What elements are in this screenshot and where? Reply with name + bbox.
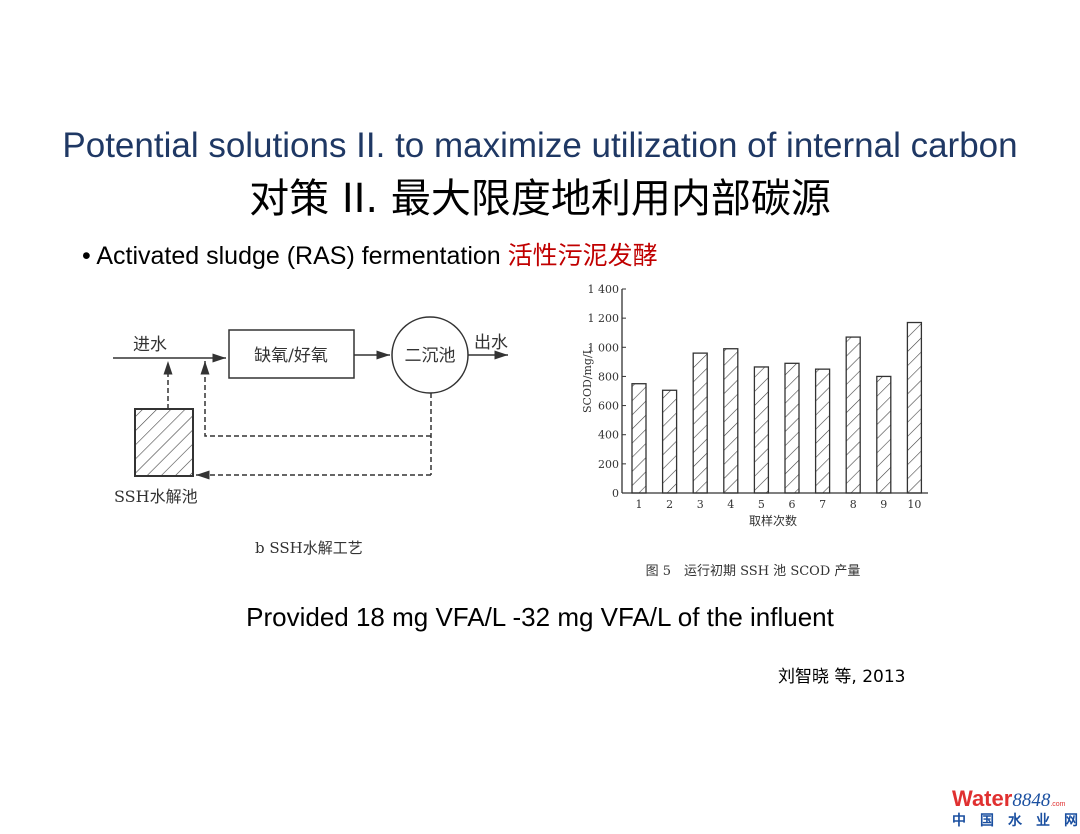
bar-7 — [814, 368, 831, 494]
x-axis-label: 取样次数 — [749, 513, 797, 528]
influent-label: 进水 — [133, 335, 167, 355]
logo-suffix: .com — [1050, 801, 1066, 808]
x-tick-label: 6 — [789, 498, 796, 511]
clarifier-label: 二沉池 — [405, 346, 456, 366]
hydrolysis-tank-label: SSH水解池 — [114, 487, 198, 506]
y-tick-label: 400 — [598, 429, 619, 442]
y-tick-label: 800 — [598, 370, 619, 383]
x-tick-label: 9 — [880, 498, 887, 511]
y-tick-label: 1 400 — [588, 283, 620, 296]
y-tick-label: 600 — [598, 400, 619, 413]
x-tick-label: 5 — [758, 498, 765, 511]
bar-8 — [845, 336, 861, 494]
logo-subtitle: 中国水业网 — [952, 813, 1080, 829]
y-axis-label: SCOD/mg/L — [581, 346, 594, 413]
x-tick-label: 3 — [697, 498, 704, 511]
bar-10 — [906, 321, 923, 494]
y-tick-label: 0 — [612, 487, 619, 500]
y-tick-label: 1 200 — [588, 312, 620, 325]
title-chinese: 对策 II. 最大限度地利用内部碳源 — [249, 176, 831, 222]
bar-5 — [753, 366, 770, 494]
x-tick-label: 1 — [636, 498, 643, 511]
bar-2 — [661, 389, 678, 494]
provided-text: Provided 18 mg VFA/L -32 mg VFA/L of the… — [246, 602, 834, 632]
bar-6 — [784, 362, 800, 494]
x-tick-label: 8 — [850, 498, 857, 511]
effluent-label: 出水 — [474, 333, 508, 353]
logo-number: 8848 — [1012, 790, 1051, 811]
chart-caption: 图 5 运行初期 SSH 池 SCOD 产量 — [646, 564, 861, 579]
logo-word: Water — [952, 786, 1013, 811]
bullet-text-cn: 活性污泥发酵 — [507, 241, 658, 270]
hydrolysis-tank-box — [134, 408, 194, 477]
bar-1 — [631, 383, 647, 494]
x-tick-label: 7 — [819, 498, 826, 511]
x-tick-label: 4 — [727, 498, 734, 511]
x-tick-label: 2 — [666, 498, 673, 511]
bar-4 — [723, 348, 739, 494]
citation: 刘智晓 等, 2013 — [778, 667, 906, 687]
bar-3 — [692, 352, 708, 494]
y-tick-label: 200 — [598, 458, 619, 471]
reactor-label: 缺氧/好氧 — [254, 346, 328, 366]
diagram-caption: b SSH水解工艺 — [255, 539, 363, 557]
bullet-item: • Activated sludge (RAS) fermentation 活性… — [82, 241, 658, 270]
bullet-text-en: Activated sludge (RAS) fermentation — [96, 242, 508, 270]
title-english: Potential solutions II. to maximize util… — [62, 126, 1018, 165]
water8848-logo: Water8848.com 中国水业网 — [952, 786, 1080, 830]
y-tick-label: 1 000 — [588, 341, 620, 354]
reactor-box — [228, 329, 355, 379]
bar-9 — [876, 375, 892, 494]
x-tick-label: 10 — [907, 498, 921, 511]
